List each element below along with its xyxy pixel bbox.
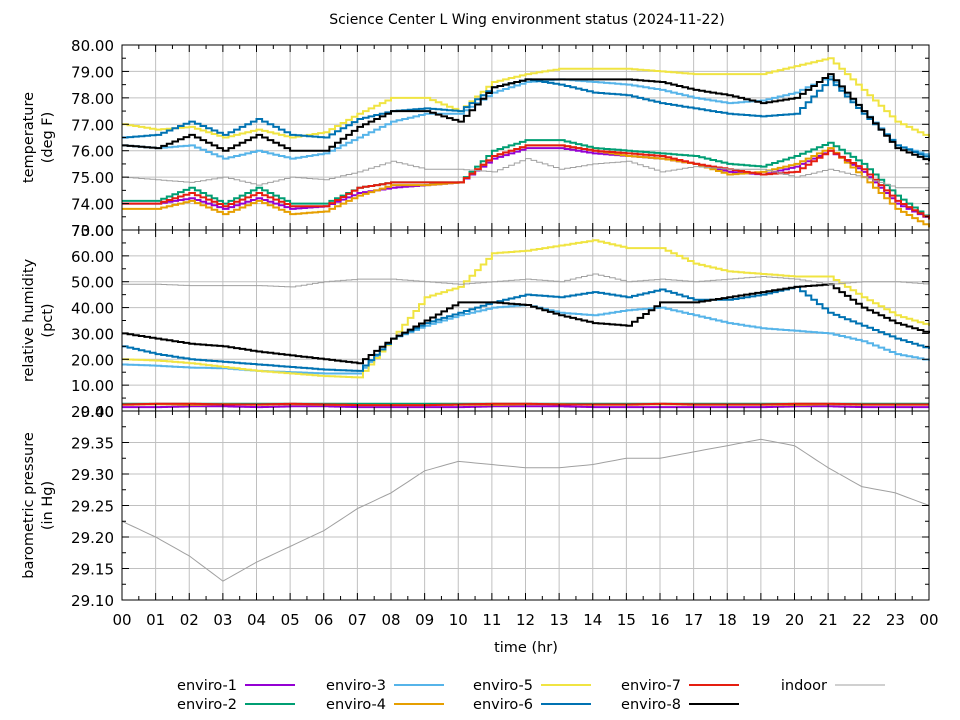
x-tick-label: 06: [314, 611, 333, 629]
y-axis-label-pressure: barometric pressure (in Hg): [21, 432, 56, 579]
y-axis-label-temperature: temperature (deg F): [21, 92, 56, 183]
y-tick-label: 29.10: [71, 592, 114, 610]
x-tick-label: 16: [650, 611, 669, 629]
legend-item-enviro-2: enviro-2: [177, 697, 295, 713]
y-tick-label: 76.00: [71, 143, 114, 161]
x-tick-label: 13: [550, 611, 569, 629]
y-tick-label: 78.00: [71, 90, 114, 108]
series-line-indoor: [122, 158, 929, 189]
x-tick-label: 14: [583, 611, 602, 629]
y-tick-label: 50.00: [71, 274, 114, 292]
x-tick-label: 10: [449, 611, 468, 629]
x-tick-label: 12: [516, 611, 535, 629]
legend-label: enviro-6: [473, 697, 533, 713]
panel-humidity: 0.00 10.00 20.00 30.00 40.00 50.00 60.00 70.00 r…: [21, 222, 930, 421]
y-tick-label: 29.30: [71, 466, 114, 484]
x-tick-label: 18: [718, 611, 737, 629]
x-tick-label: 02: [180, 611, 199, 629]
legend-label: indoor: [781, 678, 827, 694]
chart-title: Science Center L Wing environment status…: [329, 12, 725, 28]
legend-label: enviro-4: [326, 697, 386, 713]
series-line-enviro-2: [122, 139, 930, 220]
y-tick-label: 29.25: [71, 498, 114, 516]
legend-label: enviro-1: [177, 678, 237, 694]
panel-pressure: 29.10 29.15 29.20 29.25 29.30 29.35 29.40 barom…: [21, 403, 930, 610]
series-line-enviro-7: [122, 144, 930, 220]
y-tick-label: 30.00: [71, 325, 114, 343]
x-tick-label: 04: [247, 611, 266, 629]
x-tick-label: 22: [852, 611, 871, 629]
y-tick-label: 75.00: [71, 169, 114, 187]
x-tick-label: 07: [348, 611, 367, 629]
x-tick-label: 15: [617, 611, 636, 629]
legend-item-enviro-1: enviro-1: [177, 678, 295, 694]
legend-item-enviro-8: enviro-8: [621, 697, 739, 713]
y-tick-label: 29.15: [71, 561, 114, 579]
x-tick-labels: 00 01 02 03 04 05 06 07 08 09 10 11 12 13 14 15 16 17 18 19…: [112, 611, 938, 629]
x-tick-label: 01: [146, 611, 165, 629]
x-tick-label: 08: [381, 611, 400, 629]
y-tick-label: 40.00: [71, 300, 114, 318]
y-tick-label: 0.00: [81, 403, 114, 421]
x-tick-label: 20: [785, 611, 804, 629]
panel-temperature: 73.00 74.00 75.00 76.00 77.00 78.00 79.00 80.00…: [21, 37, 930, 240]
series-line-enviro-5: [122, 57, 930, 139]
y-axis-label-humidity: relative humidity (pct): [21, 258, 56, 382]
legend: enviro-1 enviro-2 enviro-3 enviro-4 enviro-5…: [177, 678, 885, 713]
legend-item-enviro-7: enviro-7: [621, 678, 739, 694]
y-tick-label: 77.00: [71, 116, 114, 134]
x-tick-label: 05: [281, 611, 300, 629]
y-tick-label: 74.00: [71, 196, 114, 214]
x-tick-label: 19: [751, 611, 770, 629]
series-line-enviro-8: [122, 73, 930, 162]
legend-label: enviro-8: [621, 697, 681, 713]
legend-label: enviro-3: [326, 678, 386, 694]
legend-label: enviro-7: [621, 678, 681, 694]
y-tick-label: 29.20: [71, 529, 114, 547]
x-axis-label: time (hr): [494, 640, 558, 656]
legend-item-enviro-3: enviro-3: [326, 678, 444, 694]
legend-item-indoor: indoor: [781, 678, 885, 694]
series-line-indoor: [122, 273, 930, 288]
y-tick-label: 60.00: [71, 248, 114, 266]
legend-label: enviro-2: [177, 697, 237, 713]
y-tick-label: 20.00: [71, 351, 114, 369]
series-line-enviro-8: [122, 283, 930, 365]
y-tick-label: 10.00: [71, 377, 114, 395]
series-line-indoor: [121, 438, 930, 582]
x-tick-label: 03: [213, 611, 232, 629]
y-tick-label: 29.40: [71, 403, 114, 421]
series-line-enviro-5: [122, 239, 930, 379]
x-tick-label: 11: [482, 611, 501, 629]
y-tick-label: 79.00: [71, 63, 114, 81]
x-tick-label: 00: [919, 611, 938, 629]
x-tick-label: 00: [112, 611, 131, 629]
y-tick-label: 70.00: [71, 222, 114, 240]
panels: 73.00 74.00 75.00 76.00 77.00 78.00 79.00 80.00…: [21, 37, 930, 610]
y-tick-label: 73.00: [71, 222, 114, 240]
legend-label: enviro-5: [473, 678, 533, 694]
x-tick-label: 09: [415, 611, 434, 629]
legend-item-enviro-6: enviro-6: [473, 697, 591, 713]
legend-item-enviro-5: enviro-5: [473, 678, 591, 694]
x-tick-label: 17: [684, 611, 703, 629]
y-tick-label: 80.00: [71, 37, 114, 55]
y-tick-label: 29.35: [71, 435, 114, 453]
legend-item-enviro-4: enviro-4: [326, 697, 444, 713]
x-tick-label: 23: [886, 611, 905, 629]
x-tick-label: 21: [819, 611, 838, 629]
